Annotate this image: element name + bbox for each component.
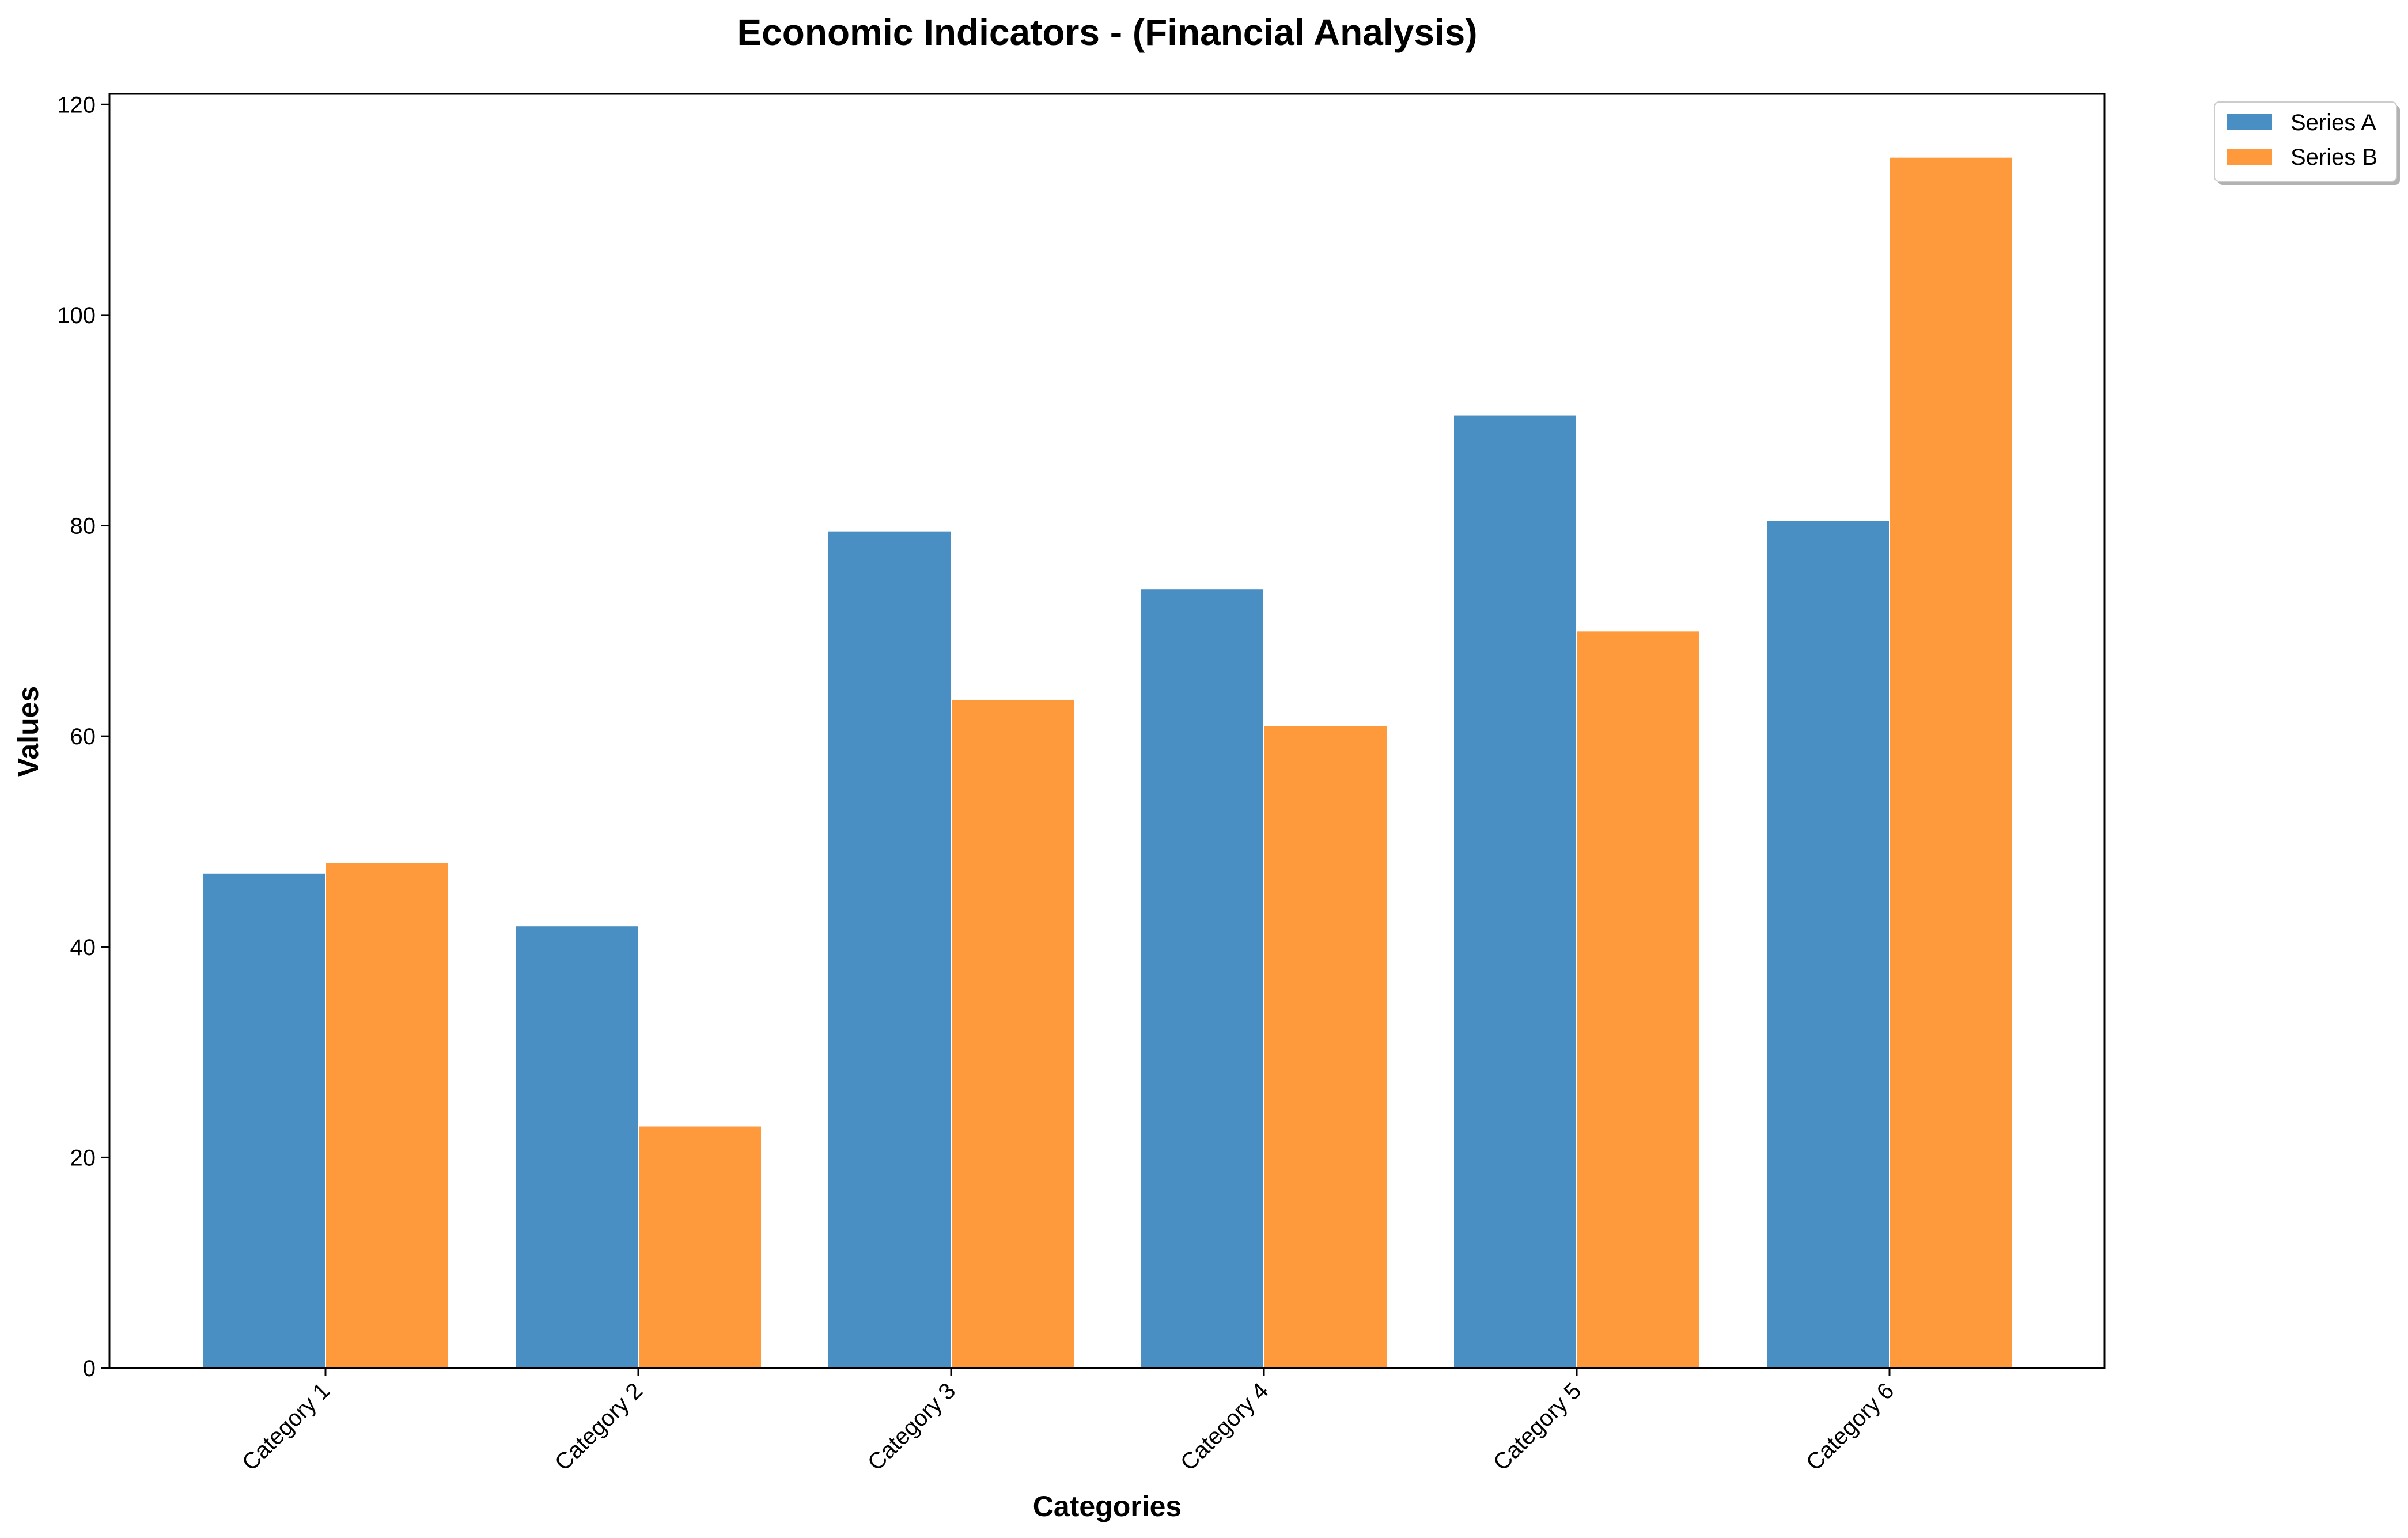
bar-series-a-category-6 bbox=[1766, 520, 1890, 1369]
chart-title: Economic Indicators - (Financial Analysi… bbox=[737, 12, 1477, 53]
y-tick-label-120: 120 bbox=[57, 92, 96, 118]
legend-swatch-series-a bbox=[2227, 114, 2272, 130]
legend-swatch-series-b bbox=[2227, 149, 2272, 165]
bar-series-b-category-1 bbox=[325, 862, 449, 1369]
bars-layer bbox=[202, 156, 2013, 1369]
bar-series-b-category-2 bbox=[638, 1125, 762, 1369]
bar-series-b-category-3 bbox=[951, 699, 1075, 1369]
plot-area-frame bbox=[108, 93, 2106, 1369]
bar-series-b-category-5 bbox=[1576, 630, 1701, 1369]
bar-series-a-category-1 bbox=[202, 872, 326, 1369]
y-tick-label-60: 60 bbox=[70, 724, 96, 749]
y-tick-label-20: 20 bbox=[70, 1145, 96, 1170]
bar-series-a-category-4 bbox=[1140, 588, 1264, 1369]
bar-series-a-category-2 bbox=[514, 925, 639, 1369]
bar-series-b-category-4 bbox=[1263, 725, 1388, 1369]
y-tick-label-0: 0 bbox=[83, 1356, 96, 1381]
y-axis-label: Values bbox=[12, 686, 44, 777]
y-axis: 0 20 40 60 80 100 120 bbox=[57, 92, 109, 1381]
bar-series-a-category-3 bbox=[827, 530, 952, 1369]
bar-series-a-category-5 bbox=[1453, 414, 1577, 1369]
legend-label-series-b: Series B bbox=[2290, 145, 2377, 170]
y-tick-label-100: 100 bbox=[57, 303, 96, 328]
legend-label-series-a: Series A bbox=[2290, 110, 2376, 135]
bar-series-b-category-6 bbox=[1889, 156, 2013, 1369]
x-axis-label: Categories bbox=[1033, 1490, 1182, 1522]
y-tick-label-80: 80 bbox=[70, 514, 96, 539]
y-tick-label-40: 40 bbox=[70, 935, 96, 960]
legend: Series A Series B bbox=[2214, 101, 2400, 185]
